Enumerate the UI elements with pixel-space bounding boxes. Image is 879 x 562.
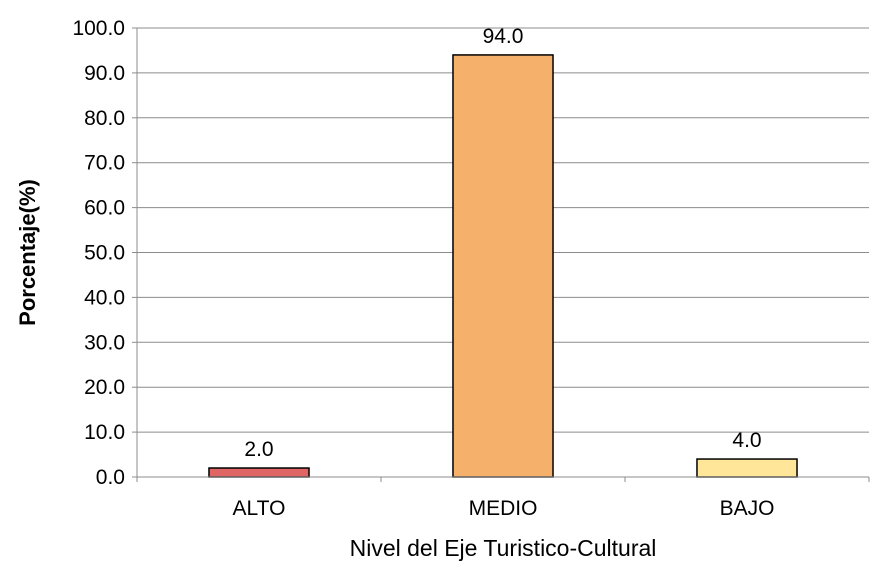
y-tick-label: 80.0 [84, 107, 125, 130]
bar-alto [208, 467, 310, 478]
y-tick-label: 60.0 [84, 197, 125, 220]
y-tick-label: 30.0 [84, 331, 125, 354]
data-label-medio: 94.0 [483, 25, 524, 48]
data-labels: 2.0 94.0 4.0 [244, 25, 761, 461]
data-label-bajo: 4.0 [732, 429, 761, 452]
y-tick-label: 0.0 [96, 466, 125, 489]
y-tick-label: 90.0 [84, 62, 125, 85]
x-axis-title: Nivel del Eje Turistico-Cultural [350, 535, 657, 561]
y-tick-label: 40.0 [84, 286, 125, 309]
x-tick-label-bajo: BAJO [720, 497, 775, 520]
bar-medio [452, 54, 554, 478]
x-tick-label-medio: MEDIO [469, 497, 538, 520]
y-tick-label: 10.0 [84, 421, 125, 444]
y-tick-label: 70.0 [84, 152, 125, 175]
y-tick-label: 100.0 [72, 17, 125, 40]
bars [208, 54, 798, 478]
bar-bajo [696, 458, 798, 478]
x-tick-label-alto: ALTO [233, 497, 286, 520]
y-axis-title: Porcentaje(%) [15, 179, 40, 326]
x-axis-ticks: ALTO MEDIO BAJO [136, 477, 870, 520]
y-tick-label: 50.0 [84, 242, 125, 265]
y-axis-ticks: 0.0 10.0 20.0 30.0 40.0 50.0 60.0 70.0 80.0 90.0 1… [72, 17, 137, 489]
data-label-alto: 2.0 [244, 438, 273, 461]
y-tick-label: 20.0 [84, 376, 125, 399]
